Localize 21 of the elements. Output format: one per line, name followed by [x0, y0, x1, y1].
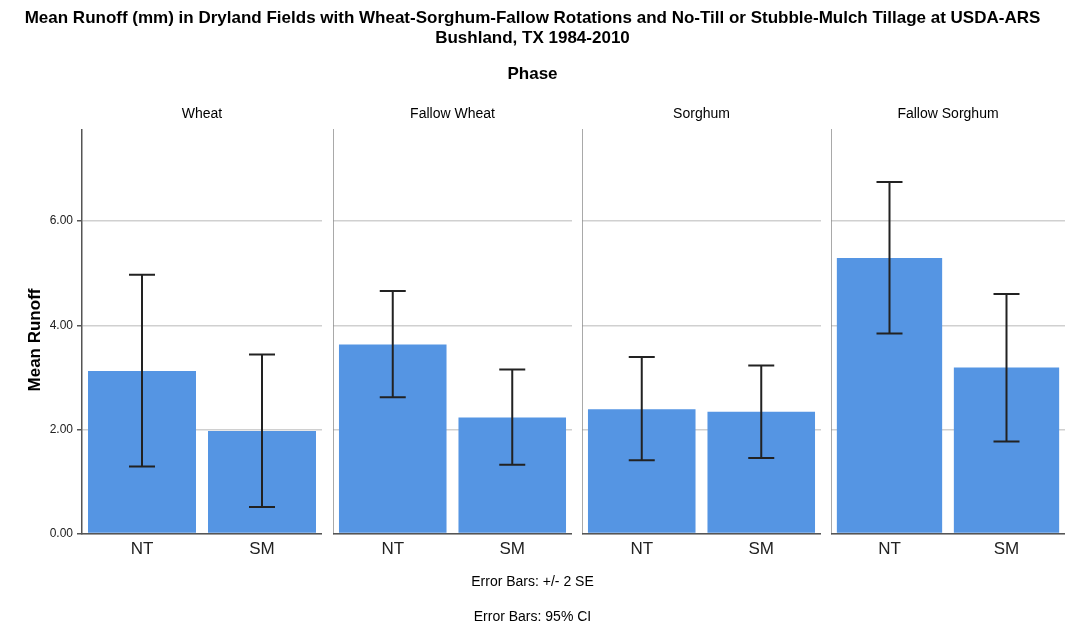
x-tick-label: NT — [630, 539, 654, 559]
x-tick-label: NT — [381, 539, 405, 559]
x-tick-label: NT — [878, 539, 901, 559]
chart-subtitle: Sorghum — [672, 105, 731, 121]
chart-subtitle: Wheat — [180, 105, 224, 121]
x-tick-label: NT — [130, 539, 154, 559]
y-tick-label: 2.00 — [49, 421, 74, 436]
x-tick-label: SM — [993, 539, 1020, 559]
text: Mean Runoff (mm) in Dryland Fields with Wheat-Sorghum-Fallow Rotations and No-Till or Stubble-Mulch Tillage at USDA-ARS Bushland, TX 1984-2010 — [23, 8, 1042, 48]
y-tick-label: 0.00 — [49, 525, 74, 540]
y-axis-title: Mean Runoff — [25, 287, 45, 394]
y-tick-label: 6.00 — [49, 213, 74, 228]
x-tick-label: SM — [499, 539, 525, 559]
text: Error Bars: 95% CI — [472, 608, 593, 624]
chart-subtitle: Fallow Wheat — [409, 105, 496, 121]
x-tick-label: SM — [748, 539, 774, 559]
x-tick-label: SM — [249, 539, 275, 559]
text: Error Bars: +/- 2 SE — [470, 573, 595, 589]
y-tick-label: 4.00 — [49, 317, 74, 332]
x2-axis-title: Phase — [506, 64, 559, 84]
chart-subtitle: Fallow Sorghum — [896, 105, 1000, 121]
